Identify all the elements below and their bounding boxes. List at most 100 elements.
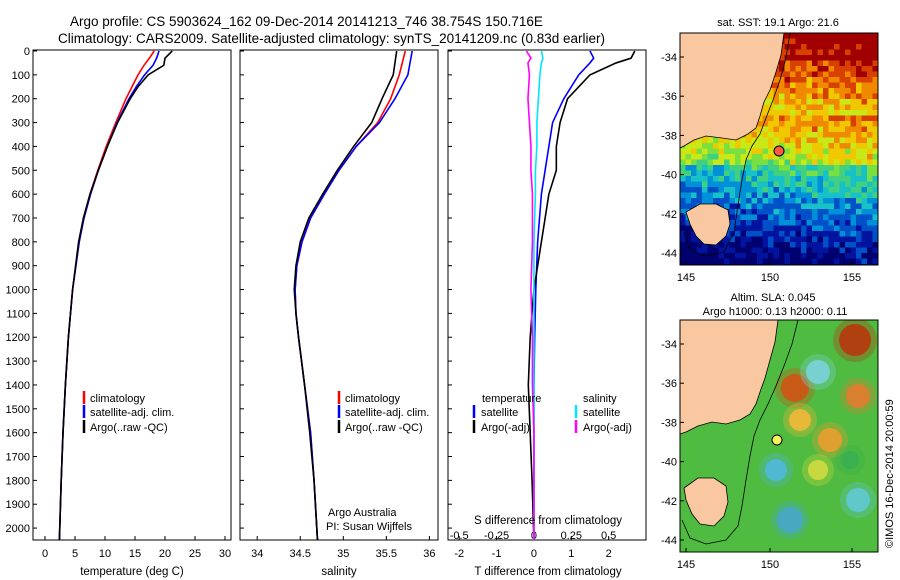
x-tick-label: 30 xyxy=(219,548,231,560)
sst-cell xyxy=(861,236,868,243)
sst-cell xyxy=(834,115,840,122)
sst-cell xyxy=(779,231,785,237)
sst-cell xyxy=(735,148,741,155)
sst-cell xyxy=(746,170,752,177)
difference-xlabel: T difference from climatology xyxy=(474,566,621,578)
sst-cell xyxy=(729,198,736,204)
sst-cell xyxy=(861,154,868,160)
sst-cell xyxy=(823,258,829,265)
sst-cell xyxy=(696,247,703,254)
sst-cell xyxy=(773,154,780,160)
sst-cell xyxy=(850,66,857,72)
sst-cell xyxy=(834,165,840,171)
sst-cell xyxy=(812,198,818,204)
sst-cell xyxy=(806,137,813,144)
sst-cell xyxy=(845,253,851,259)
sst-cell xyxy=(740,143,747,149)
sst-cell xyxy=(691,176,697,182)
y-tick-label: 1900 xyxy=(6,499,30,511)
sst-cell xyxy=(872,137,878,144)
sst-cell xyxy=(867,187,873,193)
sst-cell xyxy=(867,38,873,45)
sst-cell xyxy=(867,121,873,127)
sst-cell xyxy=(872,203,878,210)
sst-cell xyxy=(757,242,763,248)
sst-cell xyxy=(729,154,736,160)
sst-cell xyxy=(839,99,846,105)
sst-cell xyxy=(751,132,758,138)
sst-cell xyxy=(768,253,774,259)
sst-cell xyxy=(768,176,774,182)
sst-cell xyxy=(823,44,829,50)
sst-cell xyxy=(867,132,873,138)
legend-label-sal-satellite: satellite xyxy=(583,407,620,419)
sst-cell xyxy=(845,170,851,177)
sst-cell xyxy=(812,33,818,39)
sst-cell xyxy=(790,132,796,138)
sst-cell xyxy=(856,93,862,100)
legend-label-climatology: climatology xyxy=(345,393,401,405)
sst-cell xyxy=(872,225,878,232)
sst-cell xyxy=(817,159,824,166)
sst-cell xyxy=(823,148,829,155)
sst-cell xyxy=(795,38,802,45)
sst-cell xyxy=(867,60,873,67)
sst-cell xyxy=(856,242,862,248)
imos-side-label: ©IMOS 16-Dec-2014 20:00:59 xyxy=(884,399,896,548)
sst-cell xyxy=(823,49,829,56)
sst-cell xyxy=(801,49,807,56)
sst-cell xyxy=(845,181,851,188)
legend-label-satellite: satellite-adj. clim. xyxy=(345,407,429,419)
sst-cell xyxy=(707,247,714,254)
sst-cell xyxy=(702,242,708,248)
sst-cell xyxy=(707,137,714,144)
sst-cell xyxy=(823,214,829,221)
sst-cell xyxy=(718,143,725,149)
sst-cell xyxy=(801,247,807,254)
sst-cell xyxy=(828,137,835,144)
sst-cell xyxy=(729,192,736,199)
sst-cell xyxy=(850,225,857,232)
sst-cell xyxy=(839,88,846,94)
sst-cell xyxy=(872,33,878,39)
sst-cell xyxy=(713,192,719,199)
sst-cell xyxy=(806,242,813,248)
sst-cell xyxy=(762,137,769,144)
sst-cell xyxy=(696,170,703,177)
sst-cell xyxy=(801,38,807,45)
sst-cell xyxy=(751,209,758,215)
sst-cell xyxy=(839,225,846,232)
sst-cell xyxy=(839,126,846,133)
sst-cell xyxy=(817,126,824,133)
sst-cell xyxy=(795,126,802,133)
sst-cell xyxy=(718,258,725,265)
sst-cell xyxy=(801,143,807,149)
sst-cell xyxy=(702,143,708,149)
y-tick-label: 1500 xyxy=(6,404,30,416)
sst-cell xyxy=(812,165,818,171)
sst-cell xyxy=(817,214,824,221)
sst-cell xyxy=(861,258,868,265)
sst-cell xyxy=(872,110,878,116)
sst-cell xyxy=(768,154,774,160)
sst-cell xyxy=(823,77,829,83)
sst-cell xyxy=(784,77,791,83)
sst-cell xyxy=(724,170,730,177)
sst-cell xyxy=(856,247,862,254)
sst-cell xyxy=(735,159,741,166)
sst-cell xyxy=(762,170,769,177)
sst-cell xyxy=(680,247,686,254)
sst-cell xyxy=(773,209,780,215)
sst-cell xyxy=(872,181,878,188)
sst-cell xyxy=(735,231,741,237)
sst-cell xyxy=(850,49,857,56)
sst-cell xyxy=(856,225,862,232)
sst-cell xyxy=(724,258,730,265)
sst-cell xyxy=(861,66,868,72)
sst-cell xyxy=(790,38,796,45)
sst-cell xyxy=(773,253,780,259)
sst-cell xyxy=(801,115,807,122)
sst-cell xyxy=(702,258,708,265)
sst-cell xyxy=(812,77,818,83)
sst-cell xyxy=(839,33,846,39)
